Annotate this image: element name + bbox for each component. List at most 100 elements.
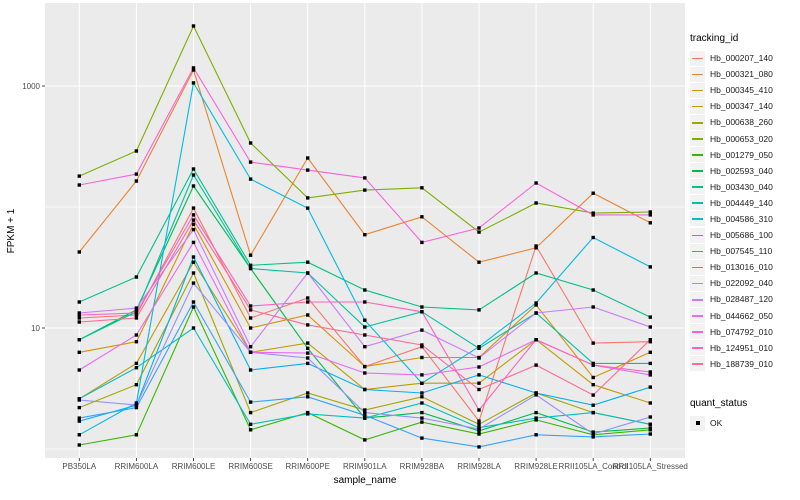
data-point (420, 436, 424, 440)
data-point (591, 305, 595, 309)
legend-key-line (692, 315, 703, 317)
data-point (134, 333, 139, 337)
legend-key-line (692, 218, 703, 221)
data-point (248, 422, 253, 426)
y-axis-title: FPKM + 1 (6, 208, 17, 253)
legend-label: Hb_002593_040 (710, 165, 773, 176)
data-point (420, 240, 424, 245)
data-point (363, 345, 367, 349)
data-point (248, 304, 253, 308)
data-point (363, 413, 367, 417)
data-point (534, 244, 538, 248)
data-point (477, 260, 481, 264)
data-point (306, 323, 310, 327)
data-point (534, 410, 538, 415)
data-point (134, 340, 139, 344)
legend-key (690, 227, 705, 243)
data-point (248, 345, 253, 349)
legend-key-line (692, 347, 703, 349)
legend-key-line (692, 234, 703, 237)
legend-label: Hb_004586_310 (710, 213, 773, 224)
x-tick-label: PB350LA (62, 462, 96, 471)
data-point (77, 183, 81, 187)
legend-entry-Hb_044662_050: Hb_044662_050 (690, 308, 800, 324)
data-point (306, 361, 310, 366)
data-point (591, 375, 595, 380)
data-point (534, 181, 538, 185)
data-point (77, 338, 81, 342)
legend-key-line (692, 57, 703, 60)
data-point (420, 343, 424, 347)
legend-entry-Hb_005686_100: Hb_005686_100 (690, 227, 800, 243)
data-point (191, 300, 196, 304)
data-point (420, 391, 424, 395)
data-point (477, 365, 481, 369)
x-tick-label: RRIM600PE (285, 462, 329, 471)
data-point (420, 186, 424, 190)
legend-key (690, 275, 705, 291)
data-point (306, 395, 310, 399)
legend-entry-Hb_003430_040: Hb_003430_040 (690, 179, 800, 195)
data-point (306, 351, 310, 355)
data-point (191, 206, 196, 210)
data-point (591, 410, 595, 415)
data-point (648, 221, 652, 225)
data-point (534, 271, 538, 275)
legend-entry-Hb_000207_140: Hb_000207_140 (690, 50, 800, 66)
data-point (477, 381, 481, 385)
data-point (306, 313, 310, 317)
legend-entry-Hb_004449_140: Hb_004449_140 (690, 195, 800, 211)
ok-label: OK (710, 418, 723, 428)
data-point (420, 328, 424, 332)
data-point (363, 416, 367, 420)
data-point (534, 393, 538, 397)
legend-entry-Hb_022092_040: Hb_022092_040 (690, 275, 800, 291)
data-point (591, 403, 595, 407)
data-point (477, 308, 481, 312)
data-point (648, 265, 652, 269)
data-point (134, 316, 139, 320)
data-point (363, 410, 367, 415)
legend-label: Hb_001279_050 (710, 149, 773, 160)
x-axis-title: sample_name (334, 475, 397, 486)
legend-key (690, 356, 705, 372)
data-point (420, 410, 424, 415)
data-point (77, 320, 81, 324)
legend-key-line (692, 331, 703, 333)
data-point (534, 338, 538, 342)
ok-marker-key (690, 415, 705, 431)
legend-key (690, 163, 705, 179)
data-point (248, 160, 253, 164)
data-point (306, 296, 310, 300)
data-point (363, 318, 367, 322)
data-point (248, 308, 253, 312)
data-point (248, 266, 253, 271)
data-point (134, 306, 139, 310)
data-point (477, 445, 481, 449)
legend-label: Hb_013016_010 (710, 262, 773, 273)
data-point (363, 333, 367, 337)
data-point (420, 401, 424, 405)
data-point (420, 215, 424, 219)
data-point (363, 387, 367, 392)
data-point (477, 429, 481, 433)
legend-label: Hb_188739_010 (710, 358, 773, 369)
data-point (363, 408, 367, 412)
data-point (191, 184, 196, 188)
data-point (77, 313, 81, 317)
legend-label: Hb_000207_140 (710, 53, 773, 64)
data-point (648, 213, 652, 217)
legend-entry-Hb_001279_050: Hb_001279_050 (690, 147, 800, 163)
data-point (248, 141, 253, 145)
data-point (77, 416, 81, 420)
x-tick-label: RRIM928LE (514, 462, 558, 471)
data-point (248, 400, 253, 404)
legend-entry-Hb_000347_140: Hb_000347_140 (690, 98, 800, 114)
legend-tracking-id: tracking_id Hb_000207_140 Hb_000321_080 Hb… (690, 33, 800, 372)
legend-entries: Hb_000207_140 Hb_000321_080 Hb_000345_410 H… (690, 50, 800, 372)
data-point (477, 230, 481, 234)
data-point (134, 405, 139, 410)
legend-label: Hb_000345_410 (710, 85, 773, 96)
data-point (248, 410, 253, 415)
